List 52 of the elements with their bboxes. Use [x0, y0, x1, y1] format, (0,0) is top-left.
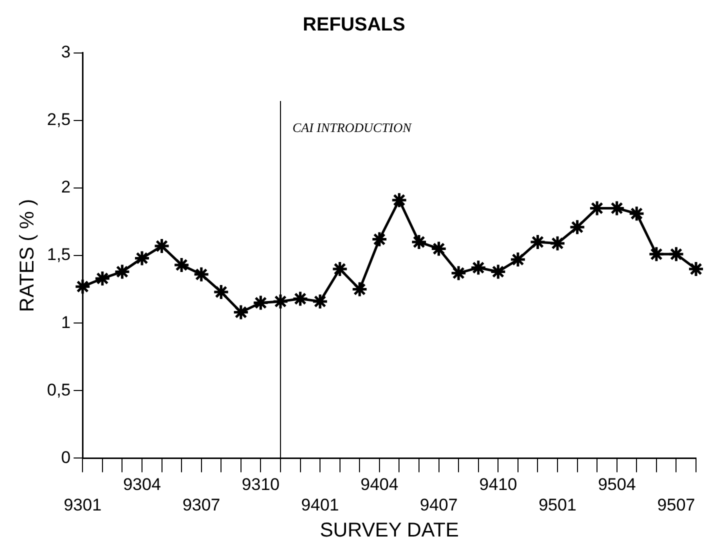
x-tick-label: 9501 — [538, 495, 576, 514]
x-tick-label: 9407 — [420, 495, 458, 514]
x-tick-label: 9507 — [657, 495, 696, 514]
x-tick-label: 9401 — [301, 495, 339, 514]
point — [450, 264, 467, 282]
point — [648, 246, 665, 262]
point — [173, 256, 190, 274]
point — [232, 304, 250, 321]
point — [430, 240, 448, 257]
x-tick-label: 9301 — [64, 495, 102, 514]
x-tick-label: 9307 — [182, 495, 220, 514]
point — [351, 281, 368, 298]
point — [252, 294, 269, 312]
y-tick-label: 3 — [61, 42, 71, 62]
point — [371, 231, 388, 248]
y-tick-label: 2,5 — [46, 110, 71, 130]
point — [154, 238, 170, 254]
annotation: CAI INTRODUCTION — [292, 120, 413, 135]
point — [410, 234, 428, 250]
point — [114, 263, 130, 280]
chart-title: REFUSALS — [302, 14, 406, 36]
point — [390, 192, 408, 208]
x-tick-label: 9404 — [360, 475, 398, 494]
point — [94, 270, 111, 287]
point — [312, 293, 328, 310]
x-tick-label: 9504 — [598, 475, 636, 494]
x-tick-label: 9310 — [242, 475, 280, 494]
point — [549, 235, 566, 252]
point — [332, 260, 348, 278]
y-tick-label: 1 — [61, 312, 71, 332]
point — [569, 218, 586, 236]
point — [470, 259, 487, 276]
y-axis-title: RATES ( % ) — [16, 199, 39, 312]
point — [490, 263, 506, 280]
point — [134, 250, 150, 266]
y-tick-label: 2 — [61, 178, 71, 197]
point — [688, 260, 704, 278]
point — [74, 278, 91, 295]
point — [668, 246, 684, 262]
point — [212, 284, 230, 300]
x-tick-label: 9410 — [479, 475, 518, 494]
point — [193, 266, 210, 283]
x-axis-title: SURVEY DATE — [320, 520, 459, 542]
point — [628, 205, 645, 222]
x-tick-label: 9304 — [123, 475, 161, 494]
point — [292, 290, 309, 307]
point — [529, 234, 546, 250]
y-tick-label: 0 — [61, 448, 71, 467]
y-tick-label: 1,5 — [46, 245, 71, 264]
point — [272, 293, 289, 310]
point — [510, 251, 526, 268]
y-tick-label: 0,5 — [46, 380, 71, 400]
